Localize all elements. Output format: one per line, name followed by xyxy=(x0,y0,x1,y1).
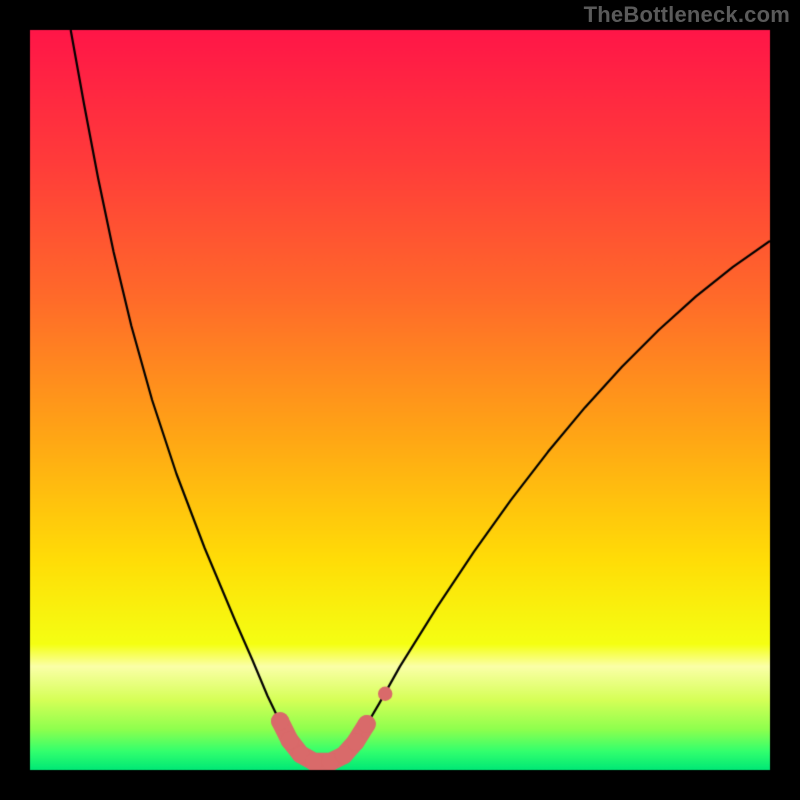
watermark-text: TheBottleneck.com xyxy=(584,2,790,28)
bottleneck-chart xyxy=(0,0,800,800)
chart-container: TheBottleneck.com xyxy=(0,0,800,800)
